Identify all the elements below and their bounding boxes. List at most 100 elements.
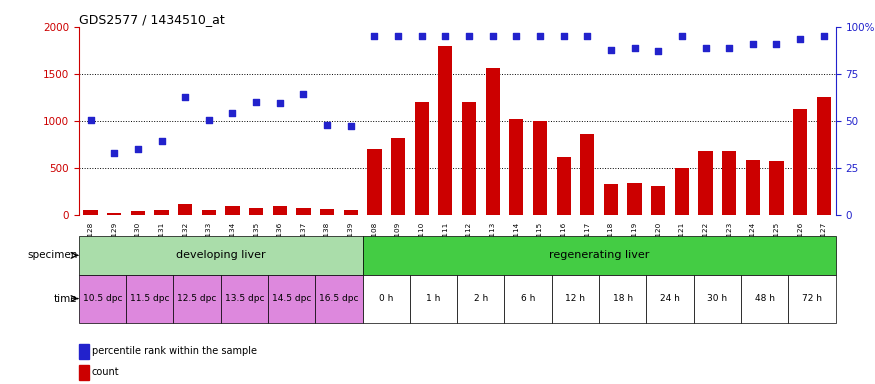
Text: 12 h: 12 h [565,294,585,303]
Point [651,48,665,55]
Bar [220,275,268,323]
Text: developing liver: developing liver [176,250,265,260]
Bar [155,210,169,215]
Bar [675,168,689,215]
Point [509,33,523,40]
Point [226,110,240,116]
Bar [722,151,736,215]
Point [604,47,618,53]
Point [178,94,192,101]
Bar [320,209,334,215]
Bar [698,151,712,215]
Text: time: time [54,293,78,304]
Bar [486,68,500,215]
Bar [173,275,220,323]
Point [368,33,382,40]
Bar [788,275,836,323]
Text: GDS2577 / 1434510_at: GDS2577 / 1434510_at [79,13,225,26]
Bar [651,186,665,215]
Bar [178,204,192,215]
Point [580,33,594,40]
Point [297,91,311,97]
Point [249,99,263,105]
Bar [107,213,122,215]
Bar [438,46,452,215]
Bar [415,102,429,215]
Text: 16.5 dpc: 16.5 dpc [319,294,359,303]
Point [438,33,452,40]
Point [462,33,476,40]
Bar [273,206,287,215]
Text: count: count [92,367,120,377]
Point [533,33,547,40]
Bar [746,161,760,215]
Point [746,41,760,47]
Bar [552,275,599,323]
Point [769,41,783,47]
Text: 0 h: 0 h [379,294,394,303]
Point [556,33,570,40]
Point [698,45,712,51]
Point [320,122,334,128]
Bar [458,275,505,323]
Bar [315,275,362,323]
Bar [297,207,311,215]
Point [486,33,500,40]
Text: 30 h: 30 h [707,294,727,303]
Bar [647,275,694,323]
Bar [83,210,98,215]
Text: percentile rank within the sample: percentile rank within the sample [92,346,257,356]
Text: specimen: specimen [27,250,78,260]
Point [108,150,122,156]
Point [793,36,807,42]
Text: 13.5 dpc: 13.5 dpc [225,294,264,303]
Bar [362,236,836,275]
Point [391,33,405,40]
Bar [694,275,741,323]
Bar [627,183,641,215]
Text: 1 h: 1 h [426,294,441,303]
Text: 6 h: 6 h [521,294,536,303]
Bar [126,275,173,323]
Bar [604,184,618,215]
Bar [505,275,552,323]
Bar [769,161,784,215]
Point [816,33,830,40]
Text: regenerating liver: regenerating liver [549,250,649,260]
Point [84,117,98,123]
Point [273,100,287,106]
Text: 48 h: 48 h [754,294,774,303]
Point [627,45,641,51]
Point [155,137,169,144]
Bar [580,134,594,215]
Text: 24 h: 24 h [660,294,680,303]
Bar [268,275,315,323]
Point [344,122,358,129]
Point [415,33,429,40]
Text: 2 h: 2 h [473,294,488,303]
Bar [556,157,570,215]
Bar [368,149,382,215]
Bar [202,210,216,215]
Text: 11.5 dpc: 11.5 dpc [130,294,170,303]
Bar [533,121,547,215]
Bar [816,98,831,215]
Point [202,117,216,123]
Text: 72 h: 72 h [802,294,822,303]
Bar [793,109,808,215]
Bar [79,236,362,275]
Text: 10.5 dpc: 10.5 dpc [82,294,123,303]
Bar [509,119,523,215]
Bar [462,102,476,215]
Text: 14.5 dpc: 14.5 dpc [272,294,312,303]
Bar [599,275,647,323]
Bar [362,275,410,323]
Bar [410,275,458,323]
Bar [249,207,263,215]
Bar [226,206,240,215]
Bar [391,138,405,215]
Point [675,33,689,40]
Bar [741,275,788,323]
Bar [79,275,126,323]
Bar [344,210,358,215]
